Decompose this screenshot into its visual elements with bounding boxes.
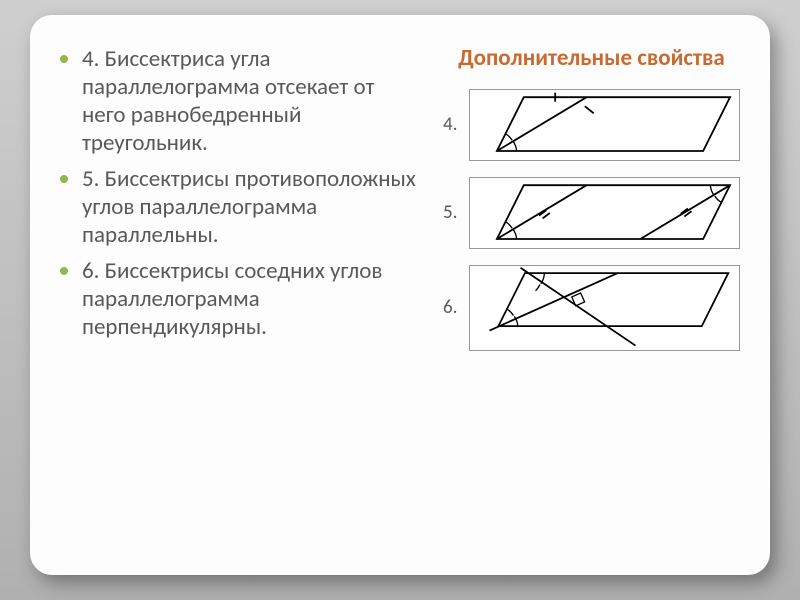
figure-4-svg — [469, 89, 740, 161]
figure-row-5: 5. — [443, 177, 740, 249]
property-item: 5. Биссектрисы противоположных углов пар… — [60, 165, 423, 249]
figure-row-6: 6. — [443, 265, 740, 351]
figure-5-svg — [469, 177, 740, 249]
figure-label: 5. — [443, 201, 469, 224]
figure-row-4: 4. — [443, 89, 740, 161]
figure-label: 4. — [443, 113, 469, 136]
property-item: 4. Биссектриса угла параллелограмма отсе… — [60, 45, 423, 157]
figure-6-svg — [469, 265, 740, 351]
property-item: 6. Биссектрисы соседних углов параллелог… — [60, 257, 423, 341]
section-heading: Дополнительные свойства — [443, 45, 740, 73]
properties-list: 4. Биссектриса угла параллелограмма отсе… — [60, 45, 423, 341]
figure-label: 6. — [443, 296, 469, 319]
